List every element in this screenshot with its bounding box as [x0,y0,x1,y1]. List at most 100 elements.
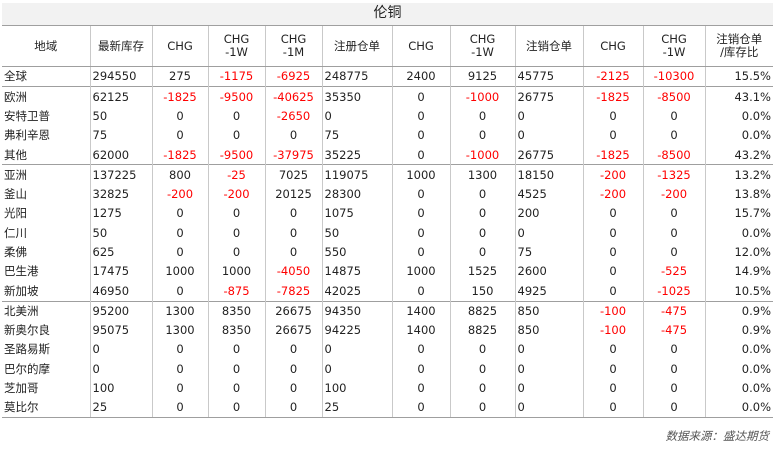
table-cell: 0 [642,106,705,126]
table-cell: 1300 [151,300,208,321]
table-row: 新加坡 46950 0 -875 -7825 42025 0 150 4925 0 -1025 10.… [2,281,773,302]
table-cell: 0 [391,86,450,107]
region-label: 莫比尔 [2,398,90,419]
table-cell: 0 [449,359,515,379]
region-label: 新加坡 [4,283,39,298]
table-cell: 0 [582,398,643,419]
column-header: 最新库存 [89,25,152,67]
table-cell: 0 [514,378,583,399]
table-cell: 0.0% [704,125,773,146]
table-cell: 0 [391,204,450,224]
table-cell: -475 [642,320,705,341]
table-cell: 0 [391,398,450,419]
region-label: 欧洲 [2,86,90,107]
table-cell: 35225 [321,145,392,165]
table-row: 弗利辛恩 75 0 0 0 75 0 0 0 0 0 0.0% [2,125,773,146]
table-cell: 0 [582,125,643,146]
table-row: 柔佛 625 0 0 0 550 0 0 75 0 0 12.0% [2,242,773,262]
table-cell: 1525 [449,261,515,282]
table-cell: 0 [207,359,265,379]
table-cell: 0 [264,359,322,379]
table-cell: 0 [321,106,392,126]
table-cell: 0 [642,340,705,360]
table-cell: 550 [321,242,392,262]
region-label: 亚洲 [2,164,90,185]
table-cell: 26675 [264,300,322,321]
table-cell: 137225 [89,164,152,185]
table-cell: -200 [642,184,705,205]
table-cell: 25 [89,398,152,419]
table-cell: -100 [582,300,643,321]
table-cell: 0 [264,125,322,146]
table-cell: 35350 [321,86,392,107]
table-cell: 94225 [321,320,392,341]
table-cell: 0 [264,204,322,224]
table-cell: 1000 [391,164,450,185]
table-cell: 0 [449,340,515,360]
region-label: 北美洲 [2,300,90,321]
table-cell: 0 [207,106,265,126]
table-cell: 0 [207,242,265,262]
table-cell: 0 [151,204,208,224]
table-cell: 200 [514,204,583,224]
table-cell: 0 [449,223,515,243]
table-cell: 0 [391,106,450,126]
table-cell: 0 [449,204,515,224]
table-cell: 43.1% [704,86,773,107]
table-cell: 15.5% [704,65,773,87]
table-row: 北美洲 95200 1300 8350 26675 94350 1400 8825 850 -10… [2,300,773,321]
table-cell: 13.8% [704,184,773,205]
table-cell: 0.0% [704,340,773,360]
table-cell: 0 [449,184,515,205]
table-cell: 0 [642,359,705,379]
table-cell: 4525 [514,184,583,205]
table-cell: 0 [264,378,322,399]
table-cell: 0.0% [704,378,773,399]
table-cell: 1400 [391,320,450,341]
column-header: CHG -1W [449,25,515,67]
table-cell: -1825 [151,145,208,165]
table-cell: -25 [207,164,265,185]
table-cell: 0 [582,204,643,224]
column-header: CHG -1M [264,25,322,67]
table-cell: -200 [207,184,265,205]
table-cell: 10.5% [704,281,773,302]
table-cell: -1825 [151,86,208,107]
table-cell: 50 [89,223,152,243]
table-cell: 0 [582,340,643,360]
table-cell: 1000 [207,261,265,282]
table-cell: 100 [89,378,152,399]
table-cell: 0 [264,340,322,360]
table-cell: 0 [151,223,208,243]
table-cell: 0 [642,242,705,262]
table-cell: 0 [514,340,583,360]
table-cell: 8825 [449,300,515,321]
table-cell: 0 [391,184,450,205]
table-cell: 0.9% [704,300,773,321]
column-header: 注销仓单 [514,25,583,67]
table-cell: 800 [151,164,208,185]
table-cell: -2650 [264,106,322,126]
table-cell: 0.9% [704,320,773,341]
table-cell: 0 [514,106,583,126]
table-cell: 0 [514,125,583,146]
table-cell: 0 [151,359,208,379]
table-cell: 95075 [89,320,152,341]
table-cell: 0 [207,204,265,224]
table-cell: 0 [391,281,450,302]
table-cell: -40625 [264,86,322,107]
table-cell: -9500 [207,86,265,107]
table-cell: -1025 [642,281,705,302]
table-cell: 75 [514,242,583,262]
region-label: 弗利辛恩 [4,128,50,143]
table-cell: -1825 [582,86,643,107]
table-row: 光阳 1275 0 0 0 1075 0 0 200 0 0 15.7% [2,204,773,224]
table-cell: 46950 [89,281,152,302]
table-cell: 150 [449,281,515,302]
table-cell: 0.0% [704,106,773,126]
table-cell: 94350 [321,300,392,321]
table-row: 巴生港 17475 1000 1000 -4050 14875 1000 1525 2600 0-… [2,261,773,282]
table-cell: -875 [207,281,265,302]
table-cell: 0 [151,125,208,146]
table-cell: -1825 [582,145,643,165]
